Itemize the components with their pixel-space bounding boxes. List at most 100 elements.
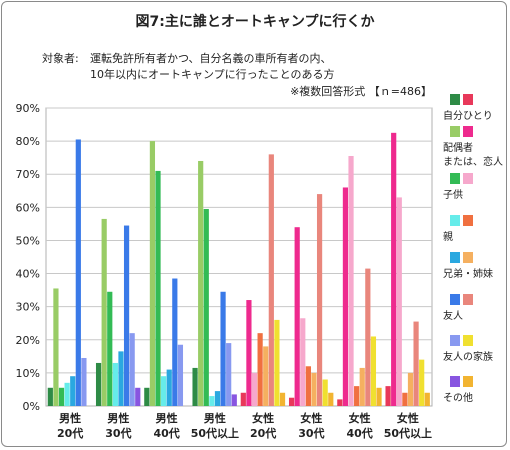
legend-swatch-female — [463, 294, 473, 305]
bar — [118, 351, 124, 406]
bar — [359, 367, 365, 406]
legend-swatch-male — [450, 173, 460, 184]
bar — [424, 392, 430, 406]
legend-swatch-female — [463, 173, 473, 184]
bar — [172, 278, 178, 406]
y-tick-label: 40% — [16, 268, 40, 281]
x-tick-label: 50代以上 — [191, 426, 239, 440]
bar — [288, 397, 295, 406]
legend-label: 親 — [443, 230, 453, 243]
x-tick-label: 男性 — [204, 411, 226, 425]
x-tick-label: 30代 — [298, 426, 324, 440]
bar — [192, 367, 198, 406]
legend-label: 子供 — [443, 188, 463, 201]
bar — [370, 336, 377, 406]
x-tick-label: 20代 — [57, 426, 83, 440]
y-tick-label: 70% — [16, 168, 40, 181]
legend-label: 配偶者 — [443, 141, 473, 154]
x-tick-label: 女性 — [300, 411, 322, 425]
bar — [263, 346, 269, 406]
bar — [300, 318, 306, 406]
x-tick-label: 40代 — [153, 426, 179, 440]
bar — [391, 132, 397, 406]
bar — [112, 362, 118, 406]
bar — [311, 372, 317, 406]
bar — [407, 372, 414, 406]
x-tick-label: 40代 — [346, 426, 372, 440]
bar — [75, 139, 81, 406]
x-tick-label: 女性 — [397, 411, 419, 425]
x-tick-label: 男性 — [107, 411, 129, 425]
bar — [81, 357, 87, 406]
bar — [376, 387, 382, 406]
legend-swatch-female — [463, 94, 473, 105]
bar — [348, 156, 354, 406]
legend-swatch-male — [450, 252, 460, 263]
legend-swatch-male — [450, 335, 460, 346]
legend-swatch-female — [463, 126, 473, 137]
bar — [385, 386, 391, 406]
x-tick-label: 女性 — [252, 411, 274, 425]
bar — [155, 170, 161, 406]
bar — [274, 319, 280, 406]
bar — [70, 376, 76, 406]
x-tick-label: 30代 — [105, 426, 131, 440]
bar — [209, 396, 215, 406]
y-tick-label: 50% — [16, 234, 40, 247]
bar — [107, 291, 113, 406]
bar — [322, 379, 328, 406]
bar — [419, 359, 425, 406]
bar — [354, 386, 360, 406]
bar — [58, 387, 65, 406]
legend-swatch-male — [450, 376, 460, 387]
legend-label: その他 — [443, 391, 473, 404]
chart-title: 図7:主に誰とオートキャンプに行くか — [136, 13, 375, 30]
legend-label: 友人の家族 — [443, 350, 493, 363]
bar — [279, 392, 286, 406]
y-tick-label: 0% — [23, 400, 40, 413]
bar — [257, 333, 263, 406]
bar — [342, 187, 349, 406]
y-tick-label: 10% — [16, 367, 40, 380]
bar — [220, 291, 226, 406]
bar — [203, 208, 209, 406]
y-tick-label: 20% — [16, 334, 40, 347]
bar — [129, 333, 135, 406]
x-tick-label: 50代以上 — [384, 426, 432, 440]
bar — [166, 369, 172, 406]
bar — [246, 300, 252, 406]
bar — [251, 372, 258, 406]
bar — [240, 392, 246, 406]
bar — [47, 387, 53, 406]
bar — [396, 197, 402, 406]
legend-swatch-male — [450, 294, 460, 305]
bar — [101, 218, 107, 406]
y-tick-label: 60% — [16, 201, 40, 214]
bar — [95, 362, 102, 406]
x-tick-label: 男性 — [59, 411, 81, 425]
legend-swatch-male — [450, 215, 460, 226]
bar — [268, 154, 274, 406]
bar — [328, 392, 334, 406]
bar — [231, 394, 237, 406]
subtitle-prefix: 対象者: — [42, 51, 79, 65]
bar — [144, 387, 150, 406]
subtitle-line: 10年以内にオートキャンプに行ったことのある方 — [90, 67, 335, 81]
legend-swatch-female — [463, 252, 473, 263]
legend-label: 友人 — [443, 309, 463, 322]
legend-swatch-female — [463, 215, 473, 226]
legend-swatch-female — [463, 376, 473, 387]
bar — [198, 160, 204, 406]
bar — [214, 391, 221, 406]
bar — [226, 343, 232, 406]
legend-label: 自分ひとり — [443, 109, 493, 122]
x-tick-label: 20代 — [250, 426, 276, 440]
y-tick-label: 80% — [16, 135, 40, 148]
legend-swatch-male — [450, 126, 460, 137]
y-tick-label: 30% — [16, 301, 40, 314]
bar — [305, 366, 311, 406]
bar — [316, 194, 323, 406]
x-tick-label: 女性 — [349, 411, 371, 425]
bar — [177, 344, 184, 406]
